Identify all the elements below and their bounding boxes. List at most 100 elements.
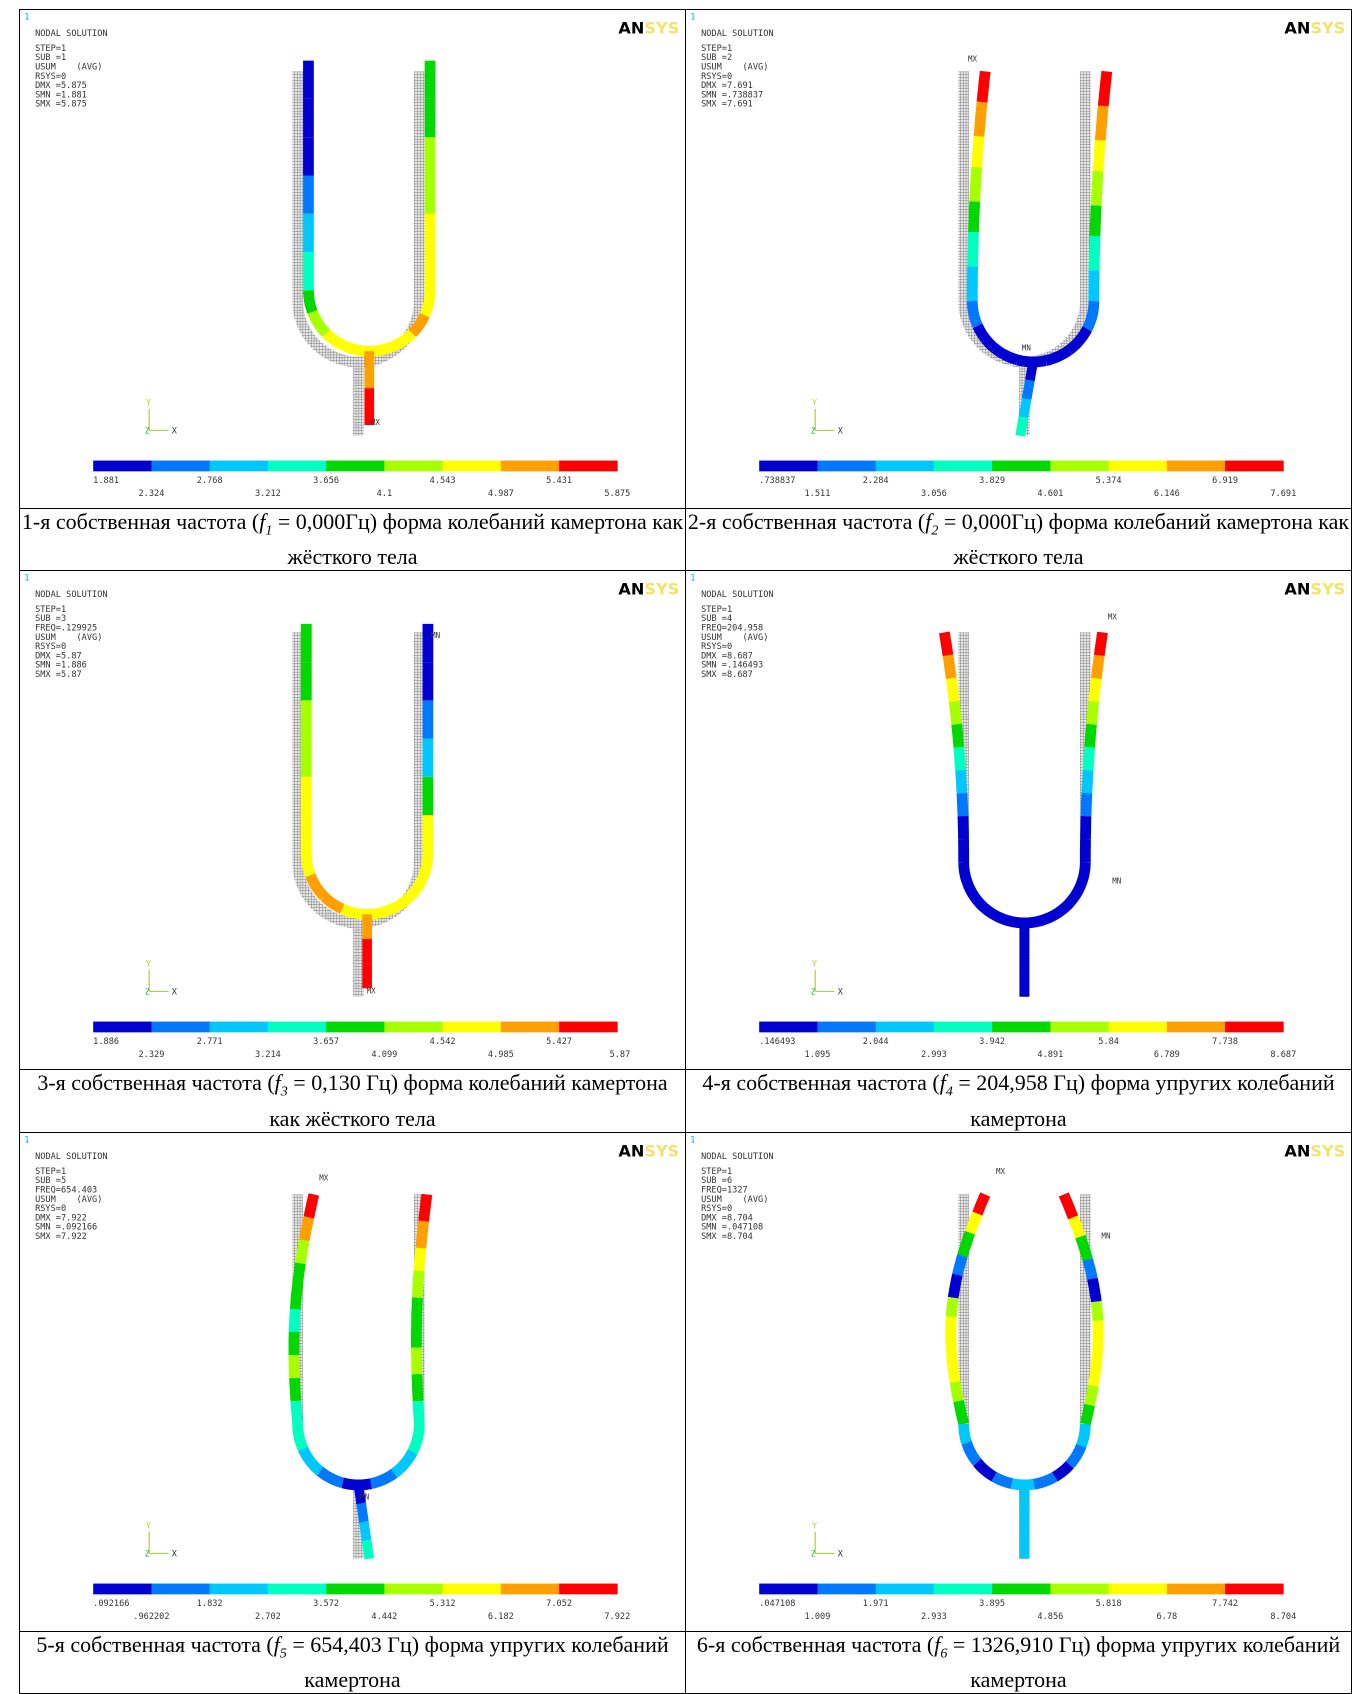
legend-label: 3.212 [255,489,281,499]
deformed-shape [1020,417,1023,435]
deformed-shape [1103,71,1107,105]
deformed-shape [326,333,344,346]
window-index: 1 [690,1135,695,1145]
legend-swatch [210,1583,269,1594]
caption-cell: 4-я собственная частота (f4 = 204,958 Гц… [686,1070,1352,1132]
legend-label: 6.146 [1154,489,1180,499]
caption-subscript: 4 [946,1085,953,1100]
legend-label: 2.768 [197,476,223,486]
legend-label: 4.099 [371,1051,397,1061]
legend-label: 4.891 [1037,1051,1063,1061]
triad-label-x: X [172,427,178,437]
caption-text: 1-я собственная частота ( [22,509,259,534]
triad-label-x: X [172,988,178,998]
deformed-shape [973,202,974,233]
deformed-shape [967,1443,978,1463]
legend-swatch [210,1022,269,1033]
legend-swatch [817,1583,876,1594]
deformed-shape [957,1255,962,1274]
window-index: 1 [690,574,695,584]
deformed-shape [345,346,370,351]
legend-label: 1.971 [863,1599,889,1609]
caption-cell: 3-я собственная частота (f3 = 0,130 Гц) … [20,1070,686,1132]
ansys-logo: ANSYS [1284,1141,1345,1160]
extreme-marker: MN [360,1492,370,1501]
legend-label: 3.657 [313,1038,339,1048]
deformed-shape [964,1424,967,1443]
deformed-shape [1017,360,1045,362]
caption-subscript: 3 [281,1085,288,1100]
legend-label: .738837 [759,476,795,486]
info-line: SMX =7.691 [701,100,753,110]
legend-swatch [93,461,152,472]
legend-label: 7.691 [1270,489,1296,499]
legend-label: 4.987 [488,489,514,499]
legend-label: .092166 [93,1599,129,1609]
deformed-shape [955,1382,959,1401]
legend-label: 6.182 [488,1612,514,1622]
deformed-shape [313,312,327,333]
legend-label: 5.427 [546,1038,572,1048]
deformed-shape [1093,1363,1096,1386]
extreme-marker: MN [1022,344,1032,353]
legend-swatch [268,1583,327,1594]
legend-label: 8.687 [1270,1051,1296,1061]
logo-an: AN [618,580,644,599]
legend-swatch [326,1583,385,1594]
legend-label: 4.442 [371,1612,397,1622]
deformed-shape [1096,171,1098,205]
triad-label-y: Y [146,1521,152,1531]
caption-row: 5-я собственная частота (f5 = 654,403 Гц… [20,1631,1352,1693]
deformed-shape [306,854,310,876]
logo-sys: SYS [1310,19,1345,38]
triad-label-y: Y [146,960,152,970]
legend-label: 7.922 [604,1612,630,1622]
deformed-shape [1030,362,1033,380]
deformed-shape [977,1194,985,1213]
caption-text: 5-я собственная частота ( [36,1632,273,1657]
info-line: SMX =8.704 [701,1232,753,1242]
legend-label: 4.1 [377,489,393,499]
legend-label: 7.738 [1212,1038,1238,1048]
legend-label: 2.702 [255,1612,281,1622]
deformed-shape [300,1240,304,1263]
triad-label-x: X [172,1549,178,1559]
legend-swatch [151,461,210,472]
deformed-shape [1096,1301,1098,1320]
deformed-shape [982,71,985,102]
legend-swatch [501,1583,560,1594]
ansys-logo: ANSYS [1284,19,1345,38]
legend-label: 5.818 [1096,1599,1122,1609]
logo-sys: SYS [1310,1141,1345,1160]
logo-an: AN [1284,580,1310,599]
legend-label: 4.542 [430,1038,456,1048]
triad-label-z: Z [811,427,816,436]
deformed-shape [324,897,342,910]
legend-swatch [443,1022,502,1033]
deformed-shape [961,771,962,794]
deformed-shape [295,1378,296,1401]
legend-label: 2.993 [921,1051,947,1061]
caption-cell: 1-я собственная частота (f1 = 0,000Гц) ф… [20,509,686,571]
legend-swatch [384,1583,443,1594]
legend-swatch [992,1583,1051,1594]
ansys-logo: ANSYS [618,1141,679,1160]
legend-swatch [759,1583,818,1594]
deformed-shape [977,1462,994,1476]
legend-swatch [934,1022,993,1033]
deformed-shape [1088,1259,1093,1278]
legend-label: 2.324 [138,489,164,499]
deformed-shape [1090,1386,1094,1405]
triad-label-y: Y [146,399,152,409]
deformed-shape [371,1473,394,1483]
deformed-shape [975,167,977,201]
legend-swatch [210,461,269,472]
deformed-shape [1092,1278,1096,1301]
deformed-shape [972,301,977,326]
legend-label: 4.856 [1037,1612,1063,1622]
deformed-shape [959,748,961,771]
